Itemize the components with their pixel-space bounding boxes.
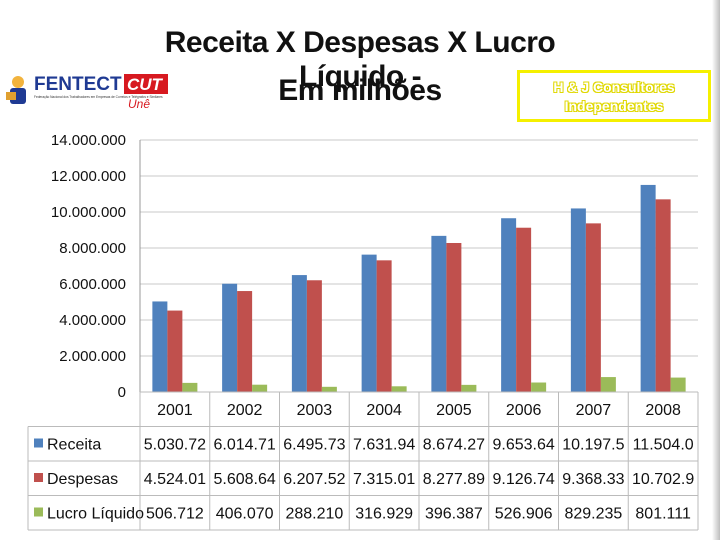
cut-badge <box>124 74 168 94</box>
table-cell: 7.315.01 <box>353 471 415 488</box>
bars <box>152 184 686 392</box>
x-tick-label: 2004 <box>366 402 402 419</box>
consultant-line2: Independentes <box>564 98 664 114</box>
table-cell: 5.030.72 <box>144 437 206 454</box>
chart-title-line2: Em milhões <box>278 74 442 107</box>
bar-receita-2008 <box>640 184 656 392</box>
bar-lucro-líquido-2003 <box>321 386 337 392</box>
x-tick-label: 2008 <box>645 402 681 419</box>
y-tick-label: 6.000.000 <box>59 276 126 293</box>
legend-swatch <box>34 507 43 517</box>
table-cell: 7.631.94 <box>353 437 415 454</box>
table-cell: 526.906 <box>495 506 553 523</box>
x-tick-label: 2001 <box>157 402 193 419</box>
table-cell: 8.674.27 <box>423 437 485 454</box>
table-cell: 6.207.52 <box>283 471 345 488</box>
cut-subtitle: Unê <box>128 97 150 111</box>
legend-swatch <box>34 438 43 448</box>
bar-lucro-líquido-2005 <box>461 384 477 392</box>
bar-receita-2001 <box>152 301 168 392</box>
bar-despesas-2001 <box>167 310 183 392</box>
bar-despesas-2004 <box>376 260 392 392</box>
y-axis: 0 2.000.000 4.000.000 6.000.000 8.000.000 10.… <box>51 132 141 401</box>
y-tick-label: 14.000.000 <box>51 132 126 149</box>
y-tick-label: 12.000.000 <box>51 168 126 185</box>
mascot-icon <box>6 76 26 104</box>
table-cell: 9.368.33 <box>562 471 624 488</box>
table-cell: 6.014.71 <box>213 437 275 454</box>
bar-despesas-2003 <box>306 280 322 392</box>
y-tick-label: 8.000.000 <box>59 240 126 257</box>
bar-lucro-líquido-2007 <box>600 377 616 392</box>
bar-lucro-líquido-2001 <box>182 382 198 392</box>
bar-receita-2003 <box>291 275 307 392</box>
legend-label: Lucro Líquido <box>47 506 144 523</box>
table-cell: 10.702.9 <box>632 471 694 488</box>
legend-swatch <box>34 473 43 482</box>
table-cell: 406.070 <box>216 506 274 523</box>
x-tick-label: 2002 <box>227 402 263 419</box>
consultant-box: H & J Consultores Independentes <box>517 70 711 122</box>
table-cell: 396.387 <box>425 506 483 523</box>
x-tick-label: 2003 <box>297 402 333 419</box>
y-tick-label: 4.000.000 <box>59 312 126 329</box>
x-tick-label: 2006 <box>506 402 542 419</box>
legend-label: Despesas <box>47 471 118 488</box>
chart-title-line1: Receita X Despesas X Lucro Líquido - <box>164 26 556 93</box>
table-cell: 10.197.5 <box>562 437 624 454</box>
bar-despesas-2002 <box>237 291 253 392</box>
bar-lucro-líquido-2002 <box>252 384 268 392</box>
y-tick-label: 2.000.000 <box>59 348 126 365</box>
bar-lucro-líquido-2006 <box>531 382 547 392</box>
table-cell: 6.495.73 <box>283 437 345 454</box>
data-table: 2001 2002 2003 2004 2005 2006 2007 2008 Receita 5… <box>27 391 699 531</box>
table-cell: 9.126.74 <box>492 471 554 488</box>
y-tick-label: 10.000.000 <box>51 204 126 221</box>
slide-edge-shadow <box>712 0 720 540</box>
bar-receita-2007 <box>570 208 586 392</box>
bar-receita-2002 <box>222 283 238 392</box>
bar-receita-2006 <box>501 218 517 392</box>
table-cell: 11.504.0 <box>633 437 694 454</box>
bar-despesas-2005 <box>446 242 462 392</box>
y-tick-label: 0 <box>118 384 126 401</box>
bar-lucro-líquido-2004 <box>391 386 407 392</box>
bar-receita-2005 <box>431 235 447 392</box>
consultant-line1: H & J Consultores <box>553 79 675 95</box>
x-tick-label: 2005 <box>436 402 472 419</box>
fentect-subtitle: Federação Nacional dos Trabalhadores em … <box>34 95 163 99</box>
table-cell: 9.653.64 <box>492 437 554 454</box>
legend-label: Receita <box>47 437 101 454</box>
table-cell: 829.235 <box>564 506 622 523</box>
x-tick-label: 2007 <box>576 402 612 419</box>
bar-receita-2004 <box>361 254 377 392</box>
table-cell: 5.608.64 <box>213 471 275 488</box>
table-cell: 4.524.01 <box>144 471 206 488</box>
table-cell: 801.111 <box>635 506 691 523</box>
bar-lucro-líquido-2008 <box>670 377 686 392</box>
table-cell: 316.929 <box>355 506 413 523</box>
table-cell: 8.277.89 <box>423 471 485 488</box>
fentect-text: FENTECT <box>34 74 122 95</box>
bar-despesas-2008 <box>655 199 671 392</box>
bar-despesas-2006 <box>516 227 532 392</box>
table-cell: 506.712 <box>146 506 204 523</box>
table-cell: 288.210 <box>285 506 343 523</box>
cut-text: CUT <box>127 75 164 94</box>
fentect-cut-logo: FENTECT Federação Nacional dos Trabalhad… <box>6 74 168 111</box>
bar-despesas-2007 <box>585 223 601 392</box>
